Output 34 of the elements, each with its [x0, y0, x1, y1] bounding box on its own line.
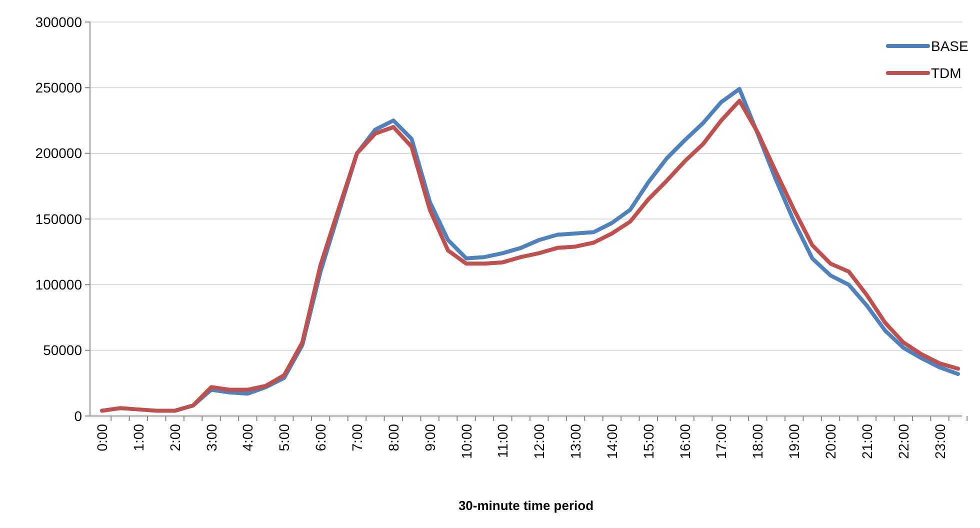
legend-label: TDM	[931, 64, 962, 81]
x-tick-label: 16:00	[676, 424, 693, 460]
x-tick-label: 11:00	[494, 424, 511, 458]
y-tick-label: 200000	[35, 145, 82, 162]
x-tick-label: 22:00	[895, 424, 912, 460]
x-tick-label: 7:00	[348, 424, 365, 452]
x-tick-label: 15:00	[640, 424, 656, 460]
x-tick-label: 2:00	[166, 424, 183, 452]
x-tick-label: 9:00	[422, 424, 438, 452]
x-tick-label: 6:00	[312, 424, 329, 452]
x-tick-label: 17:00	[713, 424, 730, 460]
y-tick-label: 0	[74, 408, 82, 424]
x-tick-label: 21:00	[858, 424, 875, 460]
x-axis-title: 30-minute time period	[458, 498, 594, 513]
x-tick-label: 5:00	[276, 424, 292, 452]
y-tick-label: 250000	[35, 80, 82, 96]
y-tick-label: 100000	[35, 276, 82, 293]
x-tick-label: 0:00	[94, 424, 110, 452]
x-tick-label: 1:00	[130, 424, 146, 452]
x-tick-label: 8:00	[385, 424, 402, 452]
x-tick-label: 19:00	[786, 424, 802, 460]
x-tick-label: 20:00	[822, 424, 839, 460]
x-tick-label: 12:00	[531, 424, 548, 460]
x-tick-label: 23:00	[932, 424, 948, 460]
legend-label: BASE	[931, 38, 968, 54]
y-tick-label: 50000	[43, 342, 82, 358]
x-tick-label: 3:00	[203, 424, 220, 452]
x-tick-label: 10:00	[458, 424, 474, 460]
y-tick-label: 150000	[35, 210, 82, 227]
x-tick-label: 14:00	[604, 424, 620, 460]
x-tick-label: 13:00	[568, 424, 584, 460]
x-tick-label: 18:00	[750, 424, 766, 460]
x-tick-label: 4:00	[240, 424, 256, 452]
y-tick-label: 300000	[35, 14, 82, 30]
